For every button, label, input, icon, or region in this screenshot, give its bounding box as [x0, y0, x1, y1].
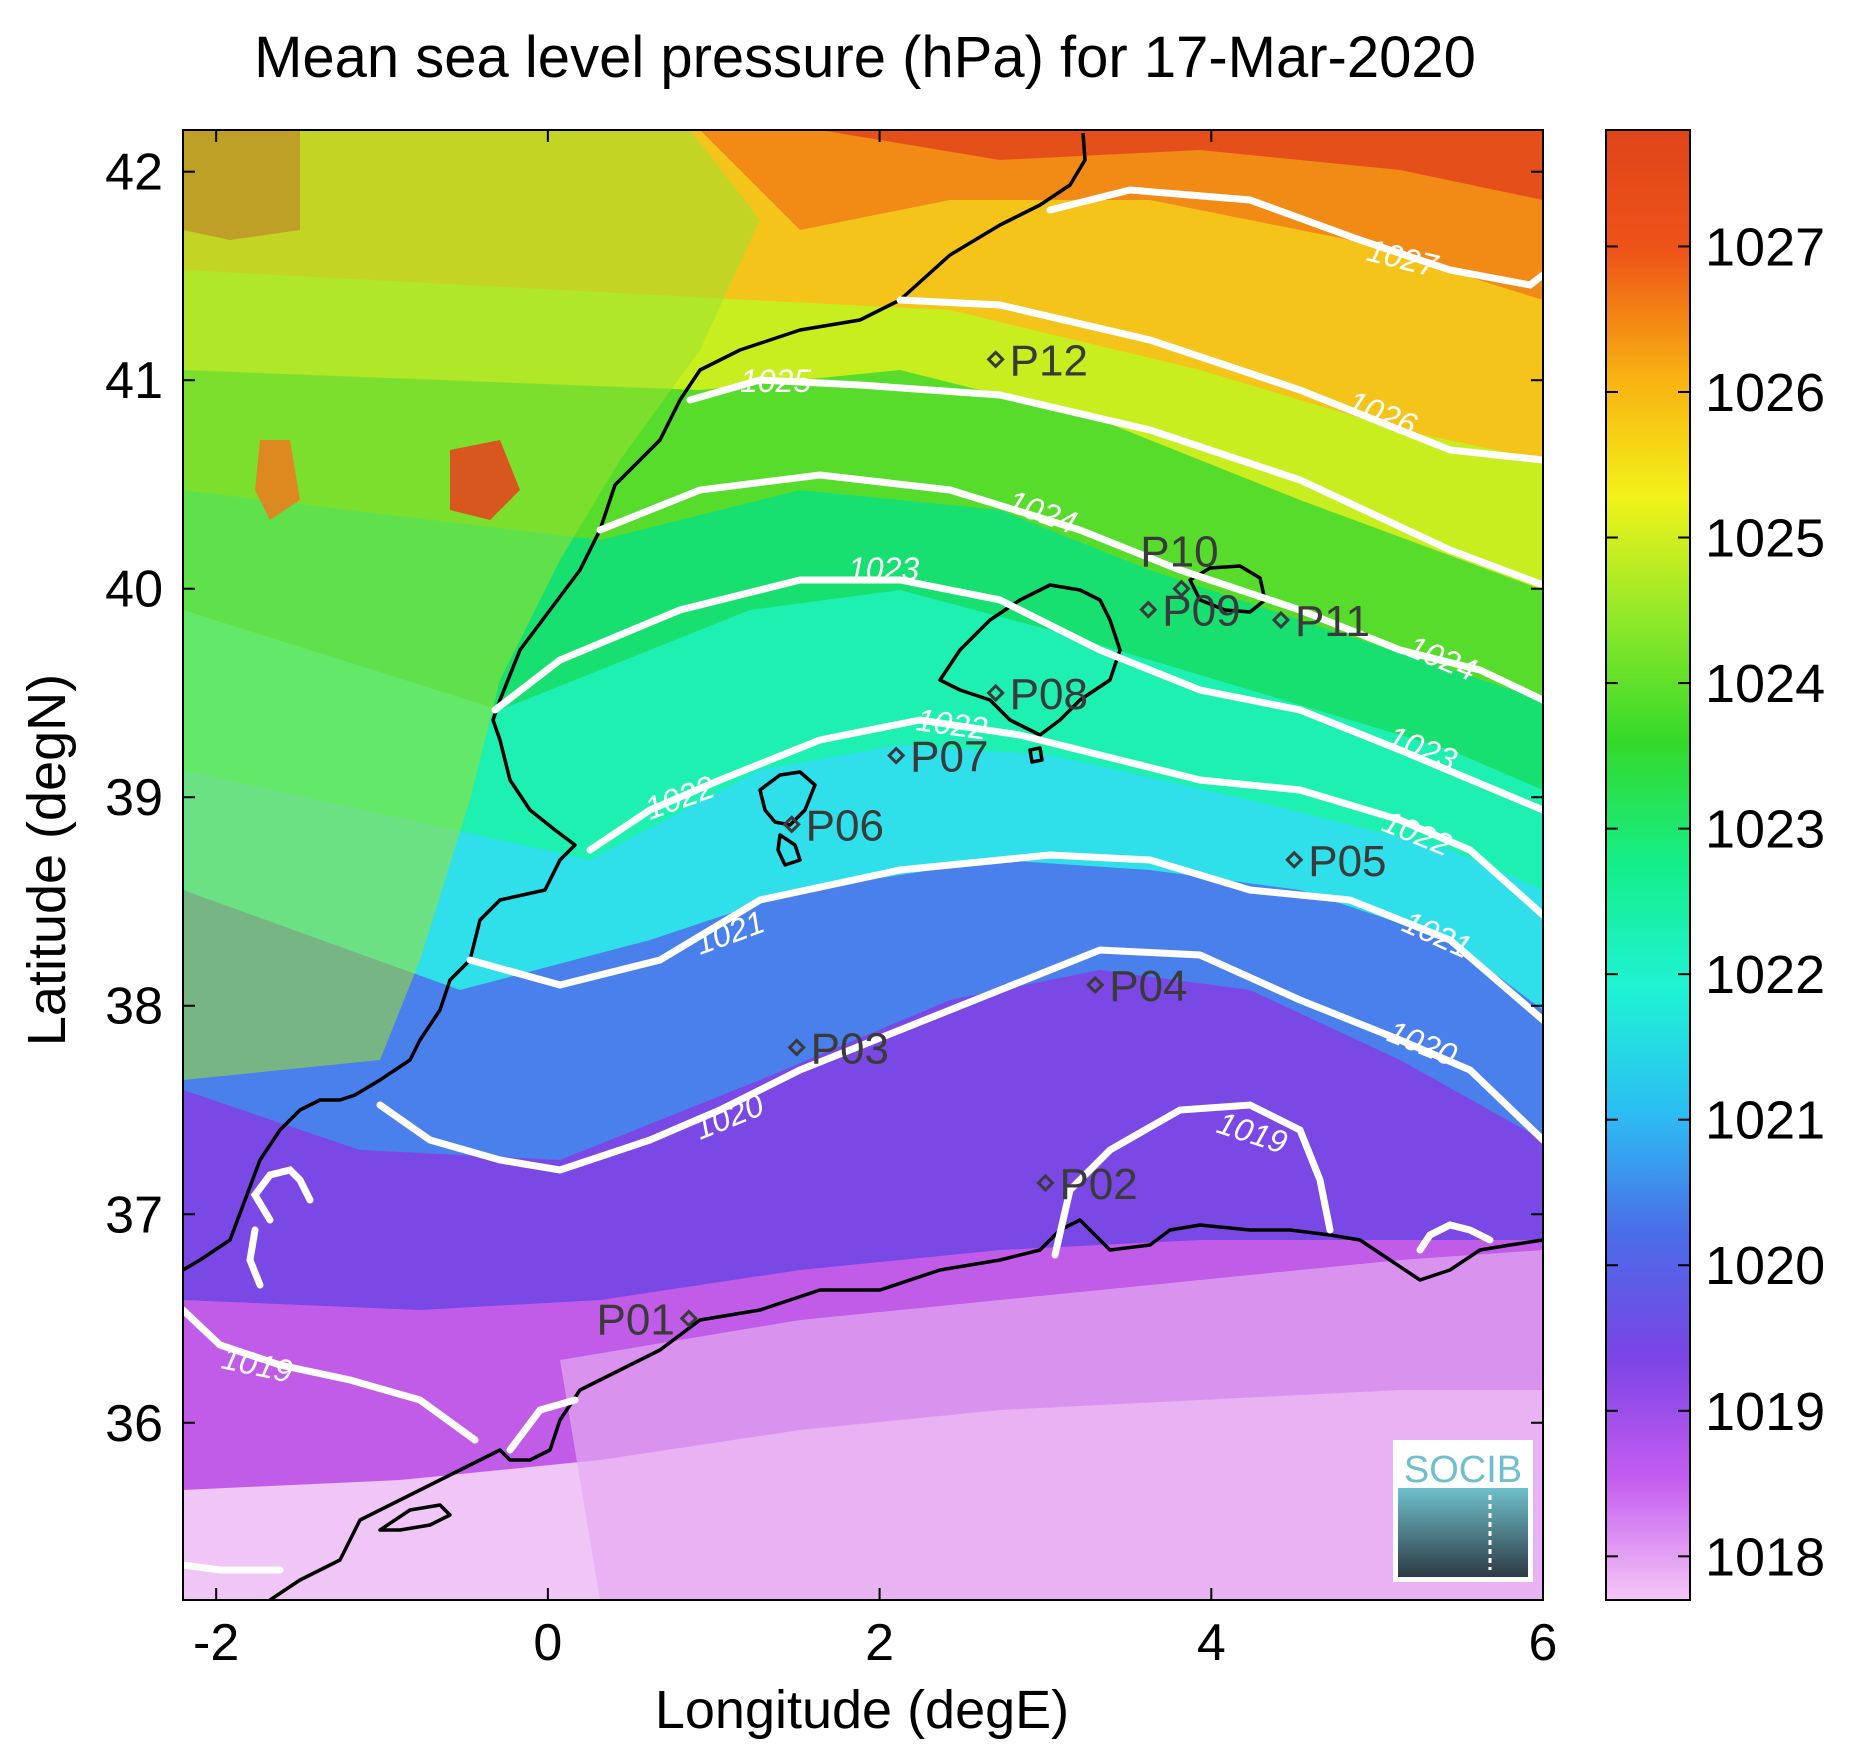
- colorbar-tick-label: 1025: [1705, 509, 1825, 569]
- isobar-1019-west: [183, 1306, 479, 1444]
- station-label-p02: P02: [1059, 1160, 1137, 1209]
- colorbar-ticks: 1018 1019 1020 1021 1022 1023 1024 1025 1026 1027: [1606, 217, 1825, 1587]
- x-tick-label: 6: [1529, 1614, 1558, 1672]
- colorbar-tick-label: 1020: [1705, 1236, 1825, 1296]
- station-label-p08: P08: [1010, 670, 1088, 719]
- y-tick-label: 39: [105, 769, 163, 827]
- station-marker-p02: [1036, 1173, 1055, 1193]
- socib-logo: SOCIB: [1393, 1440, 1533, 1582]
- colorbar-tick-label: 1018: [1705, 1527, 1825, 1587]
- ibiza-coastline: [758, 770, 817, 827]
- station-label-p10: P10: [1140, 528, 1218, 577]
- isobar-1022: [586, 716, 1543, 919]
- y-axis-label: Latitude (degN): [17, 674, 77, 1046]
- x-tick-label: 4: [1197, 1614, 1226, 1672]
- station-label-p11: P11: [1295, 597, 1370, 646]
- isobar-1026: [896, 296, 1543, 464]
- station-marker-p10: [1172, 579, 1191, 598]
- iberia-land-field: [183, 130, 760, 1080]
- alboran-island: [378, 1503, 452, 1532]
- y-tick-label: 40: [105, 561, 163, 619]
- station-label-p05: P05: [1308, 837, 1386, 886]
- iberia-high-spot-2: [255, 440, 300, 520]
- colorbar-tick-label: 1024: [1705, 654, 1825, 714]
- band-1020: [183, 960, 1543, 1310]
- iberia-coastline: [183, 132, 1087, 1272]
- band-1021: [183, 850, 1543, 1160]
- isobar-small-loop: [1416, 1221, 1494, 1254]
- y-tick-label: 42: [105, 144, 163, 202]
- isobar-1025: [686, 376, 1543, 589]
- formentera-coastline: [776, 833, 802, 867]
- pressure-field: [183, 130, 1543, 1600]
- iberia-high-spot: [450, 440, 520, 520]
- station-marker-p01: [679, 1309, 698, 1328]
- station-label-p12: P12: [1010, 336, 1088, 385]
- contour-label-1025: 1025: [740, 363, 811, 399]
- socib-logo-text: SOCIB: [1404, 1449, 1522, 1491]
- station-label-p07: P07: [910, 733, 988, 782]
- band-highest: [183, 130, 1543, 240]
- y-tick-label: 41: [105, 352, 163, 410]
- isobar-1021: [466, 851, 1543, 1024]
- x-tick-label: -2: [193, 1614, 239, 1672]
- map-area: 1019 1019 1020 1020 1021 1021 1022 1022 …: [183, 130, 1543, 1600]
- x-axis-label: Longitude (degE): [655, 1680, 1069, 1740]
- station-marker-p12: [986, 350, 1005, 369]
- isobar-1027: [1046, 186, 1543, 289]
- station-label-p09: P09: [1162, 587, 1240, 636]
- x-tick-label: 0: [533, 1614, 562, 1672]
- colorbar-tick-label: 1027: [1705, 217, 1825, 277]
- map-title: Mean sea level pressure (hPa) for 17-Mar…: [254, 25, 1476, 90]
- contour-label-1023-center: 1023: [848, 551, 919, 587]
- colorbar-tick-label: 1021: [1705, 1091, 1825, 1151]
- cabrera-coastline: [1028, 746, 1044, 764]
- station-marker-p03: [787, 1038, 806, 1057]
- x-tick-label: 2: [865, 1614, 894, 1672]
- africa-low-field: [560, 1250, 1543, 1600]
- colorbar-tick-label: 1019: [1705, 1382, 1825, 1442]
- band-1023: [183, 580, 1543, 890]
- colorbar-tick-label: 1023: [1705, 800, 1825, 860]
- isobar-1018-bottom: [183, 1561, 284, 1574]
- colorbar: 1018 1019 1020 1021 1022 1023 1024 1025 1026 1027: [1605, 129, 1825, 1601]
- coastlines: [183, 132, 1543, 1600]
- isobar-1024: [596, 471, 1543, 704]
- isobar-small-west-2: [246, 1226, 264, 1289]
- colorbar-gradient: [1605, 129, 1691, 1601]
- y-tick-label: 36: [105, 1395, 163, 1453]
- isobar-1019-east: [1051, 1101, 1334, 1259]
- station-label-p03: P03: [811, 1024, 889, 1073]
- station-label-p04: P04: [1109, 962, 1187, 1011]
- colorbar-tick-label: 1026: [1705, 363, 1825, 423]
- isobar-1023: [491, 576, 1543, 814]
- station-label-p01: P01: [597, 1296, 675, 1345]
- x-axis: -2 0 2 4 6: [193, 130, 1557, 1672]
- isobar-1019-coast: [506, 1396, 579, 1454]
- isobar-1020: [376, 946, 1543, 1174]
- station-marker-p11: [1271, 610, 1291, 630]
- station-marker-p05: [1285, 850, 1304, 869]
- station-marker-p06: [782, 815, 801, 834]
- stations: P01 P02 P03 P04 P05 P06 P07 P08 P09 P10 P11 P12: [597, 336, 1387, 1344]
- isobars: [183, 186, 1543, 1574]
- band-high: [700, 130, 1543, 300]
- station-marker-p04: [1086, 975, 1105, 995]
- station-marker-p07: [887, 746, 906, 765]
- y-tick-label: 38: [105, 978, 163, 1036]
- map-frame: [182, 129, 1544, 1601]
- station-marker-p08: [986, 683, 1005, 703]
- station-marker-p09: [1139, 600, 1158, 619]
- band-1022: [183, 735, 1543, 1010]
- y-tick-label: 37: [105, 1186, 163, 1244]
- colorbar-tick-label: 1022: [1705, 945, 1825, 1005]
- station-label-p06: P06: [806, 801, 884, 850]
- y-axis: 36 37 38 39 40 41 42: [105, 144, 1543, 1453]
- isobar-small-west: [250, 1166, 314, 1224]
- africa-coastline: [269, 1218, 1543, 1600]
